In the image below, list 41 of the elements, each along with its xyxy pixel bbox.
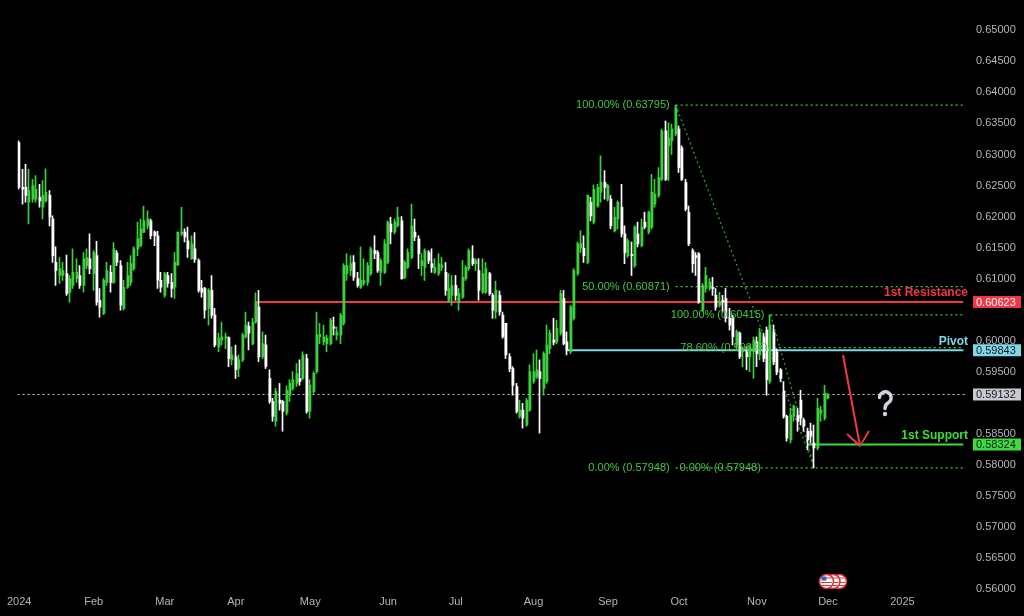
data-label: 0.60623 (976, 295, 1016, 308)
x-tick-label: Nov (747, 595, 768, 608)
x-tick-label: Jul (448, 595, 463, 608)
x-tick-label: Dec (818, 595, 839, 608)
y-tick-label: 0.57000 (976, 519, 1016, 532)
y-tick-label: 0.57500 (976, 488, 1016, 501)
x-tick-label: 2024 (6, 595, 32, 608)
ref-line-label: 0.59132 (976, 388, 1016, 401)
y-tick-label: 0.64500 (976, 54, 1016, 67)
y-tick-label: 0.61000 (976, 271, 1016, 284)
y-tick-label: 0.61500 (976, 240, 1016, 253)
x-tick-label: Apr (227, 595, 245, 608)
y-tick-label: 0.64000 (976, 85, 1016, 98)
x-tick-label: 2025 (890, 595, 915, 608)
y-tick-label: 0.58000 (976, 457, 1016, 470)
x-tick-label: Oct (670, 595, 688, 608)
series-label: Pivot (938, 333, 968, 348)
y-tick-label: 0.62500 (976, 178, 1016, 191)
annotation: 0.00% (0.57948) (679, 460, 761, 473)
series-label: 1st Support (901, 427, 968, 442)
x-tick-label: Mar (155, 595, 175, 608)
y-tick-label: 0.60000 (976, 333, 1016, 346)
y-tick-label: 0.65000 (976, 23, 1016, 36)
y-tick-label: 0.56000 (976, 581, 1016, 594)
y-tick-label: 0.62000 (976, 209, 1016, 222)
series-label: 100.00% (0.63795) (576, 98, 670, 111)
data-label: 0.59843 (976, 343, 1016, 356)
y-tick-label: 0.63500 (976, 116, 1016, 129)
y-tick-label: 0.56500 (976, 550, 1016, 563)
series-label: 50.00% (0.60871) (582, 279, 670, 292)
series-label: 1st Resistance (883, 285, 969, 300)
series-label: 0.00% (0.57948) (588, 460, 670, 473)
y-tick-label: 0.59500 (976, 364, 1016, 377)
data-label: 0.58324 (976, 438, 1016, 451)
x-tick-label: Feb (84, 595, 104, 608)
x-tick-label: Jun (379, 595, 397, 608)
x-tick-label: May (299, 595, 322, 608)
y-tick-label: 0.63000 (976, 147, 1016, 160)
x-tick-label: Aug (523, 595, 544, 608)
x-tick-label: Sep (598, 595, 618, 608)
y-tick-label: 0.58500 (976, 426, 1016, 439)
